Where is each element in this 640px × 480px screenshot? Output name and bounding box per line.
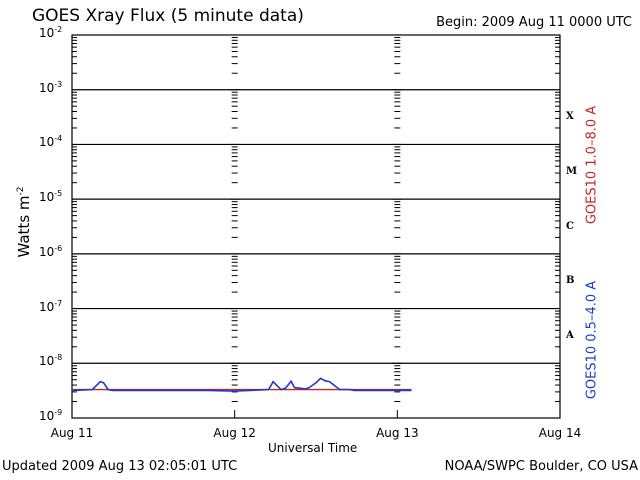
x-tick-label: Aug 11 <box>50 426 94 440</box>
y-tick-label: 10-5 <box>39 189 63 205</box>
begin-timestamp: Begin: 2009 Aug 11 0000 UTC <box>436 15 632 30</box>
y-tick-base: 10 <box>39 135 55 150</box>
y-axis-label-text: Watts m <box>15 195 33 258</box>
flare-class-b: B <box>566 275 575 287</box>
y-tick-exponent: -7 <box>54 298 63 308</box>
y-tick-base: 10 <box>39 244 55 259</box>
chart-title: GOES Xray Flux (5 minute data) <box>32 6 304 26</box>
flare-class-a: A <box>566 329 574 341</box>
x-tick-label: Aug 14 <box>538 426 582 440</box>
y-tick-base: 10 <box>39 190 55 205</box>
y-tick-exponent: -8 <box>54 353 63 363</box>
flare-class-c: C <box>566 220 574 232</box>
y-tick-exponent: -2 <box>54 25 63 34</box>
y-axis-label-exponent: -2 <box>16 186 26 196</box>
plot-frame <box>71 34 561 419</box>
y-tick-exponent: -4 <box>54 134 63 144</box>
y-tick-exponent: -3 <box>54 79 63 89</box>
series-label-short: GOES10 0.5–4.0 A <box>584 280 600 400</box>
y-tick-label: 10-9 <box>39 408 63 424</box>
y-tick-label: 10-8 <box>39 353 63 369</box>
credit-line: NOAA/SWPC Boulder, CO USA <box>444 459 638 474</box>
y-tick-base: 10 <box>39 26 55 40</box>
updated-timestamp: Updated 2009 Aug 13 02:05:01 UTC <box>2 459 238 474</box>
y-tick-base: 10 <box>39 354 55 369</box>
series-label-long: GOES10 1.0–8.0 A <box>584 105 600 225</box>
y-tick-base: 10 <box>39 299 55 314</box>
y-tick-exponent: -5 <box>54 189 63 199</box>
series-line-short <box>71 377 412 392</box>
y-tick-label: 10-2 <box>39 25 63 41</box>
y-tick-label: 10-4 <box>39 134 63 150</box>
y-tick-label: 10-7 <box>39 298 63 314</box>
x-tick-label: Aug 12 <box>213 426 256 440</box>
y-tick-exponent: -9 <box>54 408 63 417</box>
y-tick-label: 10-6 <box>39 243 63 259</box>
y-tick-label: 10-3 <box>39 79 63 95</box>
y-tick-base: 10 <box>39 80 55 95</box>
y-tick-exponent: -6 <box>54 243 63 253</box>
flare-class-x: X <box>566 111 574 123</box>
x-tick-label: Aug 13 <box>376 426 419 440</box>
y-tick-base: 10 <box>39 409 55 423</box>
x-axis-label: Universal Time <box>268 441 358 455</box>
y-axis-label: Watts m-2 <box>15 186 33 257</box>
flare-class-m: M <box>566 165 578 177</box>
